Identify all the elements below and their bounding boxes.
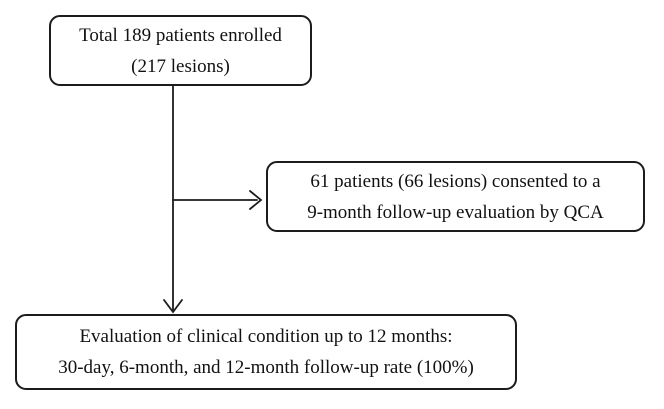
node-clinical-evaluation-line1: Evaluation of clinical condition up to 1… — [79, 326, 453, 347]
node-clinical-evaluation: Evaluation of clinical condition up to 1… — [15, 314, 517, 390]
node-clinical-evaluation-line2: 30-day, 6-month, and 12-month follow-up … — [58, 357, 474, 378]
node-total-enrolled: Total 189 patients enrolled (217 lesions… — [49, 15, 312, 86]
node-qca-followup: 61 patients (66 lesions) consented to a … — [266, 161, 645, 232]
down-arrowhead-icon — [163, 299, 183, 314]
node-qca-followup-line2: 9-month follow-up evaluation by QCA — [307, 201, 604, 223]
node-total-enrolled-line1: Total 189 patients enrolled — [79, 24, 282, 46]
right-arrowhead-icon — [249, 190, 263, 210]
node-total-enrolled-line2: (217 lesions) — [131, 55, 230, 77]
node-qca-followup-line1: 61 patients (66 lesions) consented to a — [310, 170, 601, 192]
